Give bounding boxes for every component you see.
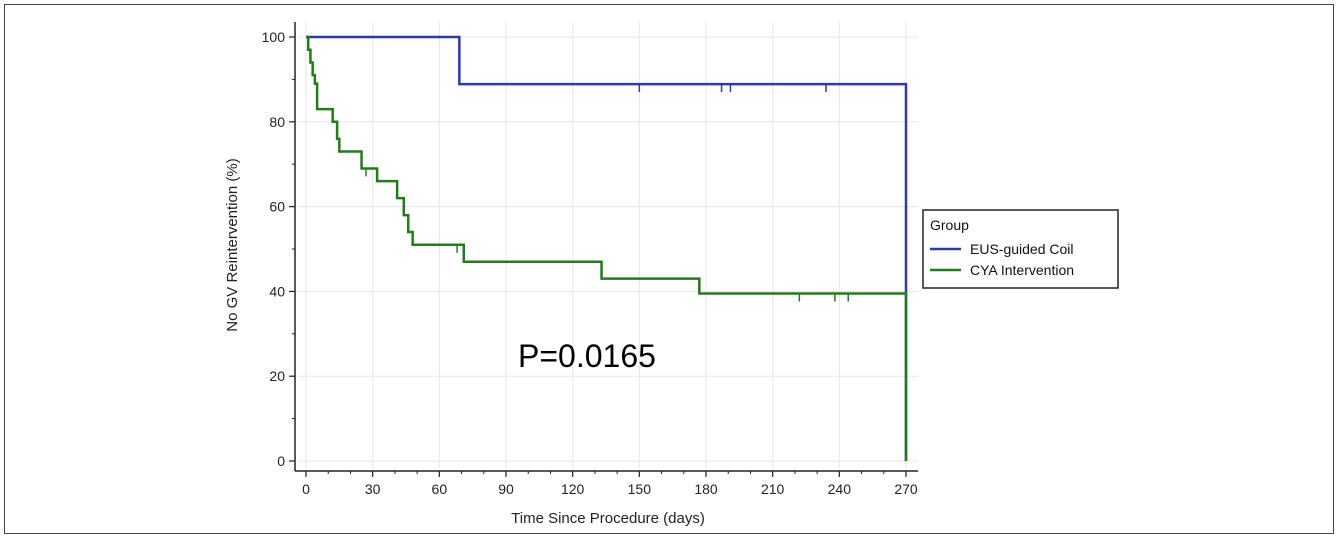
x-tick-label: 150 [628,481,652,497]
tick-labels: 0 30 60 90 120 150 180 210 240 270 0 20 40 60 80 100 [262,29,918,497]
x-tick-label: 60 [432,481,448,497]
series-line-cya-intervention [306,35,908,461]
x-tick-label: 90 [498,481,514,497]
legend-title: Group [930,217,969,233]
y-axis-title: No GV Reintervention (%) [224,158,241,331]
x-axis-title: Time Since Procedure (days) [511,510,705,527]
x-tick-label: 240 [828,481,852,497]
y-tick-label: 40 [269,283,285,299]
y-tick-label: 0 [277,453,285,469]
y-tick-label: 80 [269,114,285,130]
x-tick-label: 0 [302,481,310,497]
censor-marks [365,84,849,302]
y-tick-label: 100 [262,29,286,45]
legend: Group EUS-guided Coil CYA Intervention [922,209,1119,289]
y-tick-label: 60 [269,199,285,215]
legend-label-eus: EUS-guided Coil [970,241,1074,257]
series-lines [306,35,908,461]
x-tick-label: 210 [761,481,785,497]
y-tick-label: 20 [269,368,285,384]
x-tick-label: 30 [365,481,381,497]
x-tick-label: 120 [561,481,585,497]
axes [289,22,918,477]
legend-label-cya: CYA Intervention [970,262,1074,278]
x-tick-label: 180 [694,481,718,497]
x-tick-label: 270 [894,481,918,497]
grid [298,22,918,468]
p-value-annotation: P=0.0165 [518,338,656,374]
series-line-eus-guided-coil [306,35,908,461]
